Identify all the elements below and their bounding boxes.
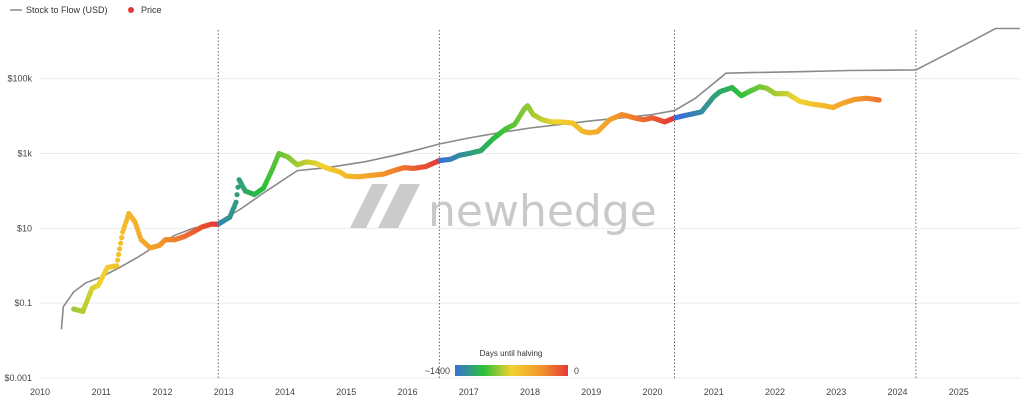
- watermark-text: newhedge: [428, 186, 657, 237]
- x-tick-label: 2015: [336, 387, 356, 397]
- price-point: [119, 235, 125, 241]
- x-tick-label: 2020: [642, 387, 662, 397]
- x-tick-label: 2014: [275, 387, 295, 397]
- colorbar-min-label: ~1400: [425, 366, 450, 376]
- x-axis-ticks: 2010 2011 2012 2013 2014 2015 2016 2017 2018 2019…: [30, 387, 969, 397]
- price-point: [115, 257, 121, 263]
- x-tick-label: 2013: [214, 387, 234, 397]
- legend-dot-swatch: [128, 7, 134, 13]
- x-tick-label: 2016: [397, 387, 417, 397]
- watermark: newhedge: [350, 184, 657, 237]
- x-tick-label: 2025: [949, 387, 969, 397]
- price-point: [116, 251, 122, 258]
- x-tick-label: 2021: [704, 387, 724, 397]
- legend-item-stock-to-flow[interactable]: Stock to Flow (USD): [10, 5, 108, 15]
- price-point: [117, 246, 123, 252]
- newhedge-logo-icon: [350, 184, 420, 228]
- x-tick-label: 2011: [92, 387, 111, 397]
- legend-item-price[interactable]: Price: [128, 5, 162, 15]
- x-tick-label: 2023: [826, 387, 846, 397]
- x-tick-label: 2019: [581, 387, 601, 397]
- x-tick-label: 2010: [30, 387, 50, 397]
- x-tick-label: 2024: [887, 387, 907, 397]
- legend-label-price: Price: [141, 5, 162, 15]
- x-tick-label: 2018: [520, 387, 540, 397]
- price-point: [118, 240, 124, 246]
- colorbar-max-label: 0: [574, 366, 579, 376]
- x-tick-label: 2012: [152, 387, 172, 397]
- colorbar: Days until halving ~1400 0: [425, 349, 579, 376]
- colorbar-gradient: [455, 365, 568, 376]
- y-tick-label: $1k: [17, 149, 32, 159]
- series-price-points: [71, 84, 882, 315]
- price-point: [233, 199, 239, 205]
- y-tick-label: $10: [17, 223, 32, 233]
- price-point: [235, 184, 241, 190]
- series-line-stock-to-flow: [60, 27, 1020, 330]
- y-tick-label: $0.1: [14, 298, 32, 308]
- legend-label-stock-to-flow: Stock to Flow (USD): [26, 5, 108, 15]
- colorbar-title: Days until halving: [480, 349, 543, 358]
- price-point: [114, 263, 120, 269]
- x-tick-label: 2017: [459, 387, 479, 397]
- y-tick-label: $100k: [7, 74, 32, 84]
- price-point: [876, 97, 882, 103]
- x-tick-label: 2022: [765, 387, 785, 397]
- price-point: [234, 192, 240, 198]
- legend: Stock to Flow (USD) Price: [10, 5, 162, 15]
- y-axis-ticks: $0.001 $0.1 $10 $1k $100k: [4, 74, 32, 383]
- y-tick-label: $0.001: [4, 373, 32, 383]
